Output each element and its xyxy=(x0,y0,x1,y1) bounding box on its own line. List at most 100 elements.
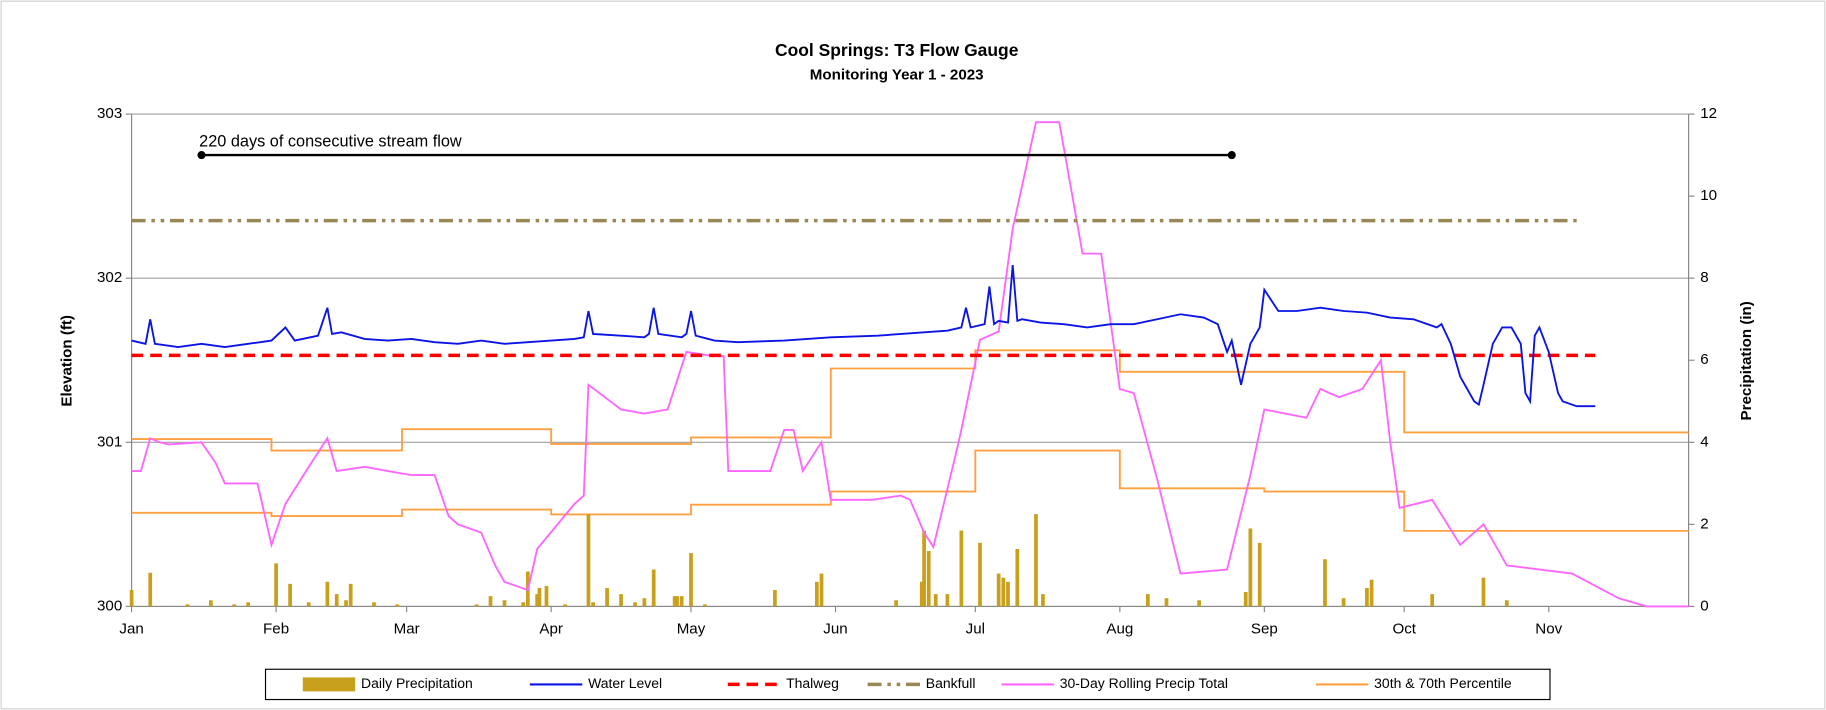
precip-bar xyxy=(689,553,693,607)
annotation-end xyxy=(197,151,206,160)
precip-bar xyxy=(544,585,549,607)
y2-tick-label: 8 xyxy=(1700,269,1708,286)
precip-bar xyxy=(1041,594,1045,607)
x-tick-label: Sep xyxy=(1251,621,1278,638)
legend-label: 30-Day Rolling Precip Total xyxy=(1060,675,1228,691)
precip-bar xyxy=(651,569,656,607)
annotation-end xyxy=(1227,151,1236,160)
legend-label: Bankfull xyxy=(926,675,976,691)
precip-bar xyxy=(325,581,330,607)
precip-bar xyxy=(474,604,479,607)
y2-axis-label: Precipitation (in) xyxy=(1738,301,1755,420)
precip-bar xyxy=(1015,548,1020,607)
x-tick-label: Oct xyxy=(1392,621,1416,638)
y2-tick-label: 0 xyxy=(1700,597,1708,614)
precip-bar xyxy=(1001,577,1006,607)
precip-bar xyxy=(1248,528,1253,607)
precip-bar xyxy=(344,600,348,607)
x-tick-label: Mar xyxy=(394,621,420,638)
precip-bar xyxy=(232,604,237,607)
y2-tick-label: 2 xyxy=(1700,515,1708,532)
precip-bar xyxy=(1504,600,1509,607)
x-tick-label: May xyxy=(677,621,706,638)
precip-bar xyxy=(675,596,679,607)
precip-bar xyxy=(679,596,684,607)
precip-bar xyxy=(814,581,819,607)
y2-tick-label: 10 xyxy=(1700,187,1717,204)
precip-bar xyxy=(1145,594,1150,607)
y-tick-label: 301 xyxy=(97,433,122,450)
series-line xyxy=(131,121,1689,608)
precip-bar xyxy=(1369,579,1374,607)
precip-bar xyxy=(945,594,950,607)
series-line xyxy=(131,264,1596,408)
x-tick-label: Apr xyxy=(539,621,563,638)
precip-bar xyxy=(535,594,540,607)
precip-bar xyxy=(395,604,400,607)
legend-label: 30th & 70th Percentile xyxy=(1374,675,1512,691)
precip-bar xyxy=(1365,587,1369,607)
precip-bar xyxy=(246,602,250,607)
precip-bar xyxy=(1341,598,1346,607)
y2-tick-label: 12 xyxy=(1700,105,1717,122)
precip-bar xyxy=(129,589,134,607)
precip-bar xyxy=(502,600,507,607)
legend-swatch xyxy=(302,677,356,692)
precip-bar xyxy=(922,530,926,607)
x-tick-label: Feb xyxy=(263,621,289,638)
precip-bar xyxy=(1243,592,1248,607)
precip-bar xyxy=(586,514,591,607)
y-tick-label: 303 xyxy=(97,105,122,122)
precip-bar xyxy=(926,551,931,607)
precip-bar xyxy=(1481,577,1486,607)
precip-bar xyxy=(819,573,824,607)
precip-bar xyxy=(605,587,609,607)
precip-bar xyxy=(933,594,938,607)
x-tick-label: Aug xyxy=(1106,621,1133,638)
precip-bar xyxy=(521,602,526,607)
precip-bar xyxy=(208,600,213,607)
chart-subtitle: Monitoring Year 1 - 2023 xyxy=(810,67,984,84)
precip-bar xyxy=(306,602,311,607)
precip-bar xyxy=(996,573,1001,607)
annotation-text: 220 days of consecutive stream flow xyxy=(199,133,462,151)
precip-bar xyxy=(773,589,777,607)
y-tick-label: 302 xyxy=(97,269,122,286)
precip-bar xyxy=(1323,559,1327,607)
precip-bar xyxy=(919,581,924,607)
precip-bar xyxy=(288,583,292,607)
precip-bar xyxy=(334,594,339,607)
precip-bar xyxy=(372,602,376,607)
precip-bar xyxy=(1006,581,1010,607)
precip-bar xyxy=(488,596,493,607)
y2-tick-label: 4 xyxy=(1700,433,1708,450)
series-line xyxy=(131,349,1689,452)
precip-bar xyxy=(703,604,707,607)
precip-bar xyxy=(274,563,278,607)
precip-bar xyxy=(642,598,647,607)
precip-bar xyxy=(1164,598,1169,607)
precip-bar xyxy=(148,572,153,607)
legend-label: Thalweg xyxy=(786,675,839,691)
precip-bar xyxy=(348,583,353,607)
precip-bar xyxy=(1430,594,1435,607)
precip-bar xyxy=(563,604,567,607)
legend-label: Water Level xyxy=(588,675,662,691)
precip-bar xyxy=(537,587,542,607)
precip-bar xyxy=(591,602,595,607)
y-axis-label: Elevation (ft) xyxy=(59,315,76,407)
precip-bar xyxy=(1197,600,1201,607)
x-tick-label: Nov xyxy=(1535,621,1562,638)
y2-tick-label: 6 xyxy=(1700,351,1708,368)
precip-bar xyxy=(185,604,190,607)
precip-bar xyxy=(672,596,677,607)
x-tick-label: Jan xyxy=(119,621,143,638)
precip-bar xyxy=(633,602,637,607)
y-tick-label: 300 xyxy=(97,597,122,614)
precip-bar xyxy=(1034,514,1038,607)
precip-bar xyxy=(978,542,982,607)
legend-label: Daily Precipitation xyxy=(361,675,473,691)
precip-bar xyxy=(619,594,623,607)
